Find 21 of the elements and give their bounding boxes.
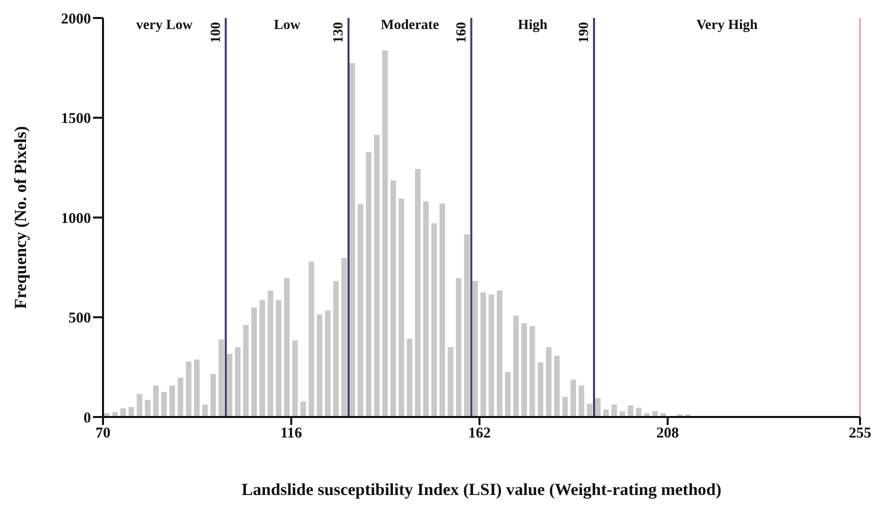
x-tick-label: 70 — [96, 426, 110, 442]
x-tick-label: 162 — [468, 426, 491, 442]
ref-line-label: 100 — [208, 22, 224, 43]
y-axis-title: Frequency (No. of Pixels) — [11, 126, 30, 309]
y-tick-label: 0 — [84, 410, 91, 426]
ref-line-label: 130 — [332, 22, 347, 43]
x-tick-label: 255 — [848, 426, 872, 442]
x-tick-label: 116 — [280, 426, 303, 442]
x-tick-label: 208 — [656, 426, 679, 442]
x-axis-title: Landslide susceptibility Index (LSI) value (Weight-rating method) — [242, 480, 722, 499]
ref-line-label: 160 — [454, 22, 470, 43]
y-tick-label: 2000 — [61, 11, 91, 28]
annotation: Very High — [696, 18, 758, 34]
annotation: very Low — [136, 18, 194, 34]
annotation: Moderate — [380, 18, 440, 34]
ref-line-label: 190 — [577, 22, 592, 43]
y-tick-label: 1000 — [61, 210, 91, 227]
y-tick-label: 500 — [68, 310, 91, 327]
annotation: High — [518, 18, 548, 34]
annotation: Low — [274, 18, 302, 34]
y-tick-label: 1500 — [61, 111, 91, 128]
